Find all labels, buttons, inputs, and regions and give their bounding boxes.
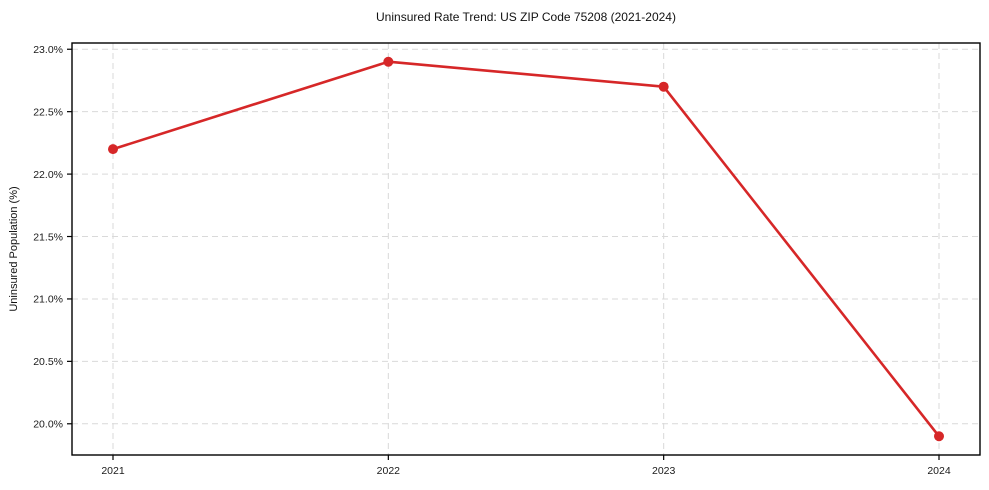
x-tick-label: 2022 [377, 465, 401, 477]
data-point [108, 144, 118, 155]
data-point [658, 81, 669, 92]
data-point [383, 56, 394, 67]
y-tick-label: 23.0% [33, 44, 63, 56]
y-tick-label: 20.0% [33, 419, 63, 431]
y-axis-label: Uninsured Population (%) [8, 186, 20, 312]
x-tick-label: 2021 [101, 465, 125, 477]
x-tick-label: 2023 [652, 465, 676, 477]
y-tick-label: 21.5% [33, 231, 63, 243]
y-tick-label: 21.0% [33, 294, 63, 306]
plot-border [71, 42, 981, 456]
chart-title: Uninsured Rate Trend: US ZIP Code 75208 … [376, 10, 676, 24]
y-tick-label: 22.5% [33, 106, 63, 118]
y-tick-label: 20.5% [33, 356, 63, 368]
data-point [934, 431, 944, 442]
trend-line [111, 60, 941, 438]
y-tick-label: 22.0% [33, 169, 63, 181]
x-tick-label: 2024 [927, 465, 951, 477]
